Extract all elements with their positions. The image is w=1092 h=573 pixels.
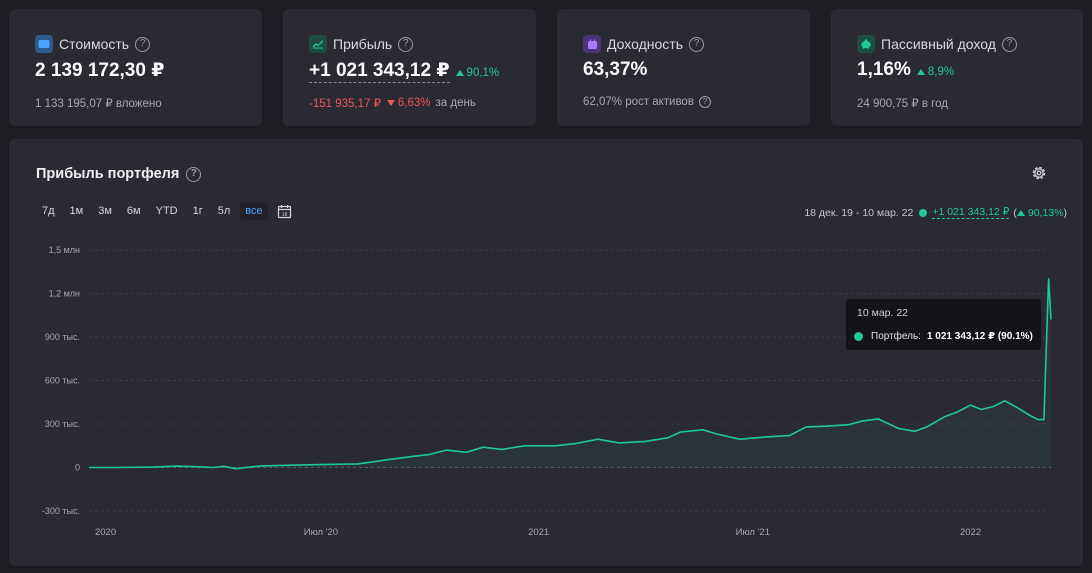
card-subtext: 62,07% рост активов bbox=[583, 96, 694, 108]
period-summary: 18 дек. 19 - 10 мар. 22 +1 021 343,12 ₽ … bbox=[804, 206, 1067, 219]
y-tick-label: 0 bbox=[75, 463, 80, 473]
period-profit: +1 021 343,12 ₽ bbox=[932, 206, 1010, 219]
panel-title: Прибыль портфеля ? bbox=[36, 166, 202, 182]
card-label: Стоимость bbox=[59, 36, 130, 52]
card-header: Прибыль ? bbox=[309, 35, 414, 53]
period-range: 18 дек. 19 - 10 мар. 22 bbox=[804, 206, 914, 219]
svg-text:18: 18 bbox=[281, 211, 287, 217]
y-tick-label: 900 тыс. bbox=[45, 332, 80, 342]
help-icon[interactable]: ? bbox=[135, 36, 151, 52]
range-7d[interactable]: 7д bbox=[42, 205, 55, 217]
arrow-up-icon bbox=[455, 70, 464, 76]
help-icon[interactable]: ? bbox=[688, 36, 704, 52]
arrow-up-icon bbox=[916, 69, 925, 75]
x-tick-label: 2022 bbox=[960, 527, 981, 538]
wallet-icon bbox=[35, 35, 53, 53]
daily-profit-value: -151 935,17 ₽ bbox=[309, 98, 381, 110]
range-1y[interactable]: 1г bbox=[192, 205, 203, 217]
portfolio-profit-panel: Прибыль портфеля ? 7д 1м 3м 6м YTD 1г 5л… bbox=[9, 139, 1083, 566]
calendar-picker-icon[interactable]: 18 bbox=[277, 204, 292, 219]
tooltip-value: 1 021 343,12 ₽ (90.1%) bbox=[926, 331, 1033, 342]
card-value: 1,16% bbox=[857, 59, 911, 80]
passive-income-card: Пассивный доход ? 1,16% 8,9% 24 900,75 ₽… bbox=[831, 9, 1083, 126]
range-5y[interactable]: 5л bbox=[217, 205, 231, 217]
card-label: Пассивный доход bbox=[881, 36, 996, 52]
daily-profit-delta: 6,63% bbox=[386, 97, 431, 109]
range-all[interactable]: все bbox=[240, 202, 268, 220]
y-tick-label: 600 тыс. bbox=[45, 376, 80, 386]
card-label: Прибыль bbox=[333, 36, 393, 52]
chart-tooltip: 10 мар. 22 Портфель: 1 021 343,12 ₽ (90.… bbox=[846, 299, 1041, 350]
tooltip-row: Портфель: 1 021 343,12 ₽ (90.1%) bbox=[854, 331, 1033, 342]
series-dot-icon bbox=[919, 208, 928, 217]
range-1m[interactable]: 1м bbox=[69, 205, 84, 217]
y-tick-label: -300 тыс. bbox=[42, 506, 80, 516]
card-subtext: 24 900,75 ₽ в год bbox=[857, 98, 948, 110]
series-dot-icon bbox=[854, 332, 863, 341]
x-tick-label: 2021 bbox=[528, 527, 549, 538]
card-subtext: 1 133 195,07 ₽ вложено bbox=[35, 98, 162, 110]
gear-icon[interactable] bbox=[1030, 164, 1048, 182]
daily-label: за день bbox=[435, 97, 476, 109]
panel-title-text: Прибыль портфеля bbox=[36, 166, 180, 182]
x-tick-label: Июл '20 bbox=[304, 527, 338, 538]
profit-chart[interactable]: 1,5 млн 1,2 млн 900 тыс. 600 тыс. 300 тыс. 0 -… bbox=[9, 139, 1083, 566]
profit-value[interactable]: +1 021 343,12 ₽ bbox=[309, 60, 450, 83]
profit-card: Прибыль ? +1 021 343,12 ₽ 90,1% -151 935… bbox=[283, 9, 536, 126]
x-tick-label: Июл '21 bbox=[736, 527, 770, 538]
tooltip-series: Портфель: bbox=[871, 331, 921, 342]
range-6m[interactable]: 6м bbox=[126, 205, 141, 217]
card-header: Пассивный доход ? bbox=[857, 35, 1017, 53]
arrow-down-icon bbox=[386, 100, 395, 106]
card-label: Доходность bbox=[607, 36, 683, 52]
help-icon[interactable]: ? bbox=[398, 36, 414, 52]
help-icon[interactable]: ? bbox=[186, 166, 202, 182]
range-ytd[interactable]: YTD bbox=[155, 205, 178, 217]
income-delta: 8,9% bbox=[916, 66, 954, 78]
piggy-bank-icon bbox=[857, 35, 875, 53]
range-3m[interactable]: 3м bbox=[98, 205, 112, 217]
help-icon[interactable]: ? bbox=[1001, 36, 1017, 52]
series-line bbox=[89, 278, 1052, 470]
y-tick-label: 300 тыс. bbox=[45, 419, 80, 429]
profit-delta: 90,1% bbox=[455, 67, 499, 79]
card-header: Стоимость ? bbox=[35, 35, 151, 53]
card-header: Доходность ? bbox=[583, 35, 704, 53]
range-selector: 7д 1м 3м 6м YTD 1г 5л все 18 bbox=[37, 202, 292, 220]
card-value: 63,37% bbox=[583, 59, 648, 80]
period-delta: 90,13% bbox=[1027, 206, 1064, 219]
series-area bbox=[89, 279, 1051, 469]
tooltip-date: 10 мар. 22 bbox=[857, 307, 909, 319]
y-tick-label: 1,2 млн bbox=[49, 289, 80, 299]
arrow-up-icon bbox=[1016, 209, 1025, 216]
yield-card: Доходность ? 63,37% 62,07% рост активов? bbox=[557, 9, 810, 126]
help-icon[interactable]: ? bbox=[698, 96, 711, 108]
value-card: Стоимость ? 2 139 172,30 ₽ 1 133 195,07 … bbox=[9, 9, 262, 126]
card-value: 2 139 172,30 ₽ bbox=[35, 60, 165, 81]
calendar-icon bbox=[583, 35, 601, 53]
y-tick-label: 1,5 млн bbox=[49, 245, 80, 255]
x-tick-label: 2020 bbox=[95, 527, 116, 538]
chart-up-icon bbox=[309, 35, 327, 53]
